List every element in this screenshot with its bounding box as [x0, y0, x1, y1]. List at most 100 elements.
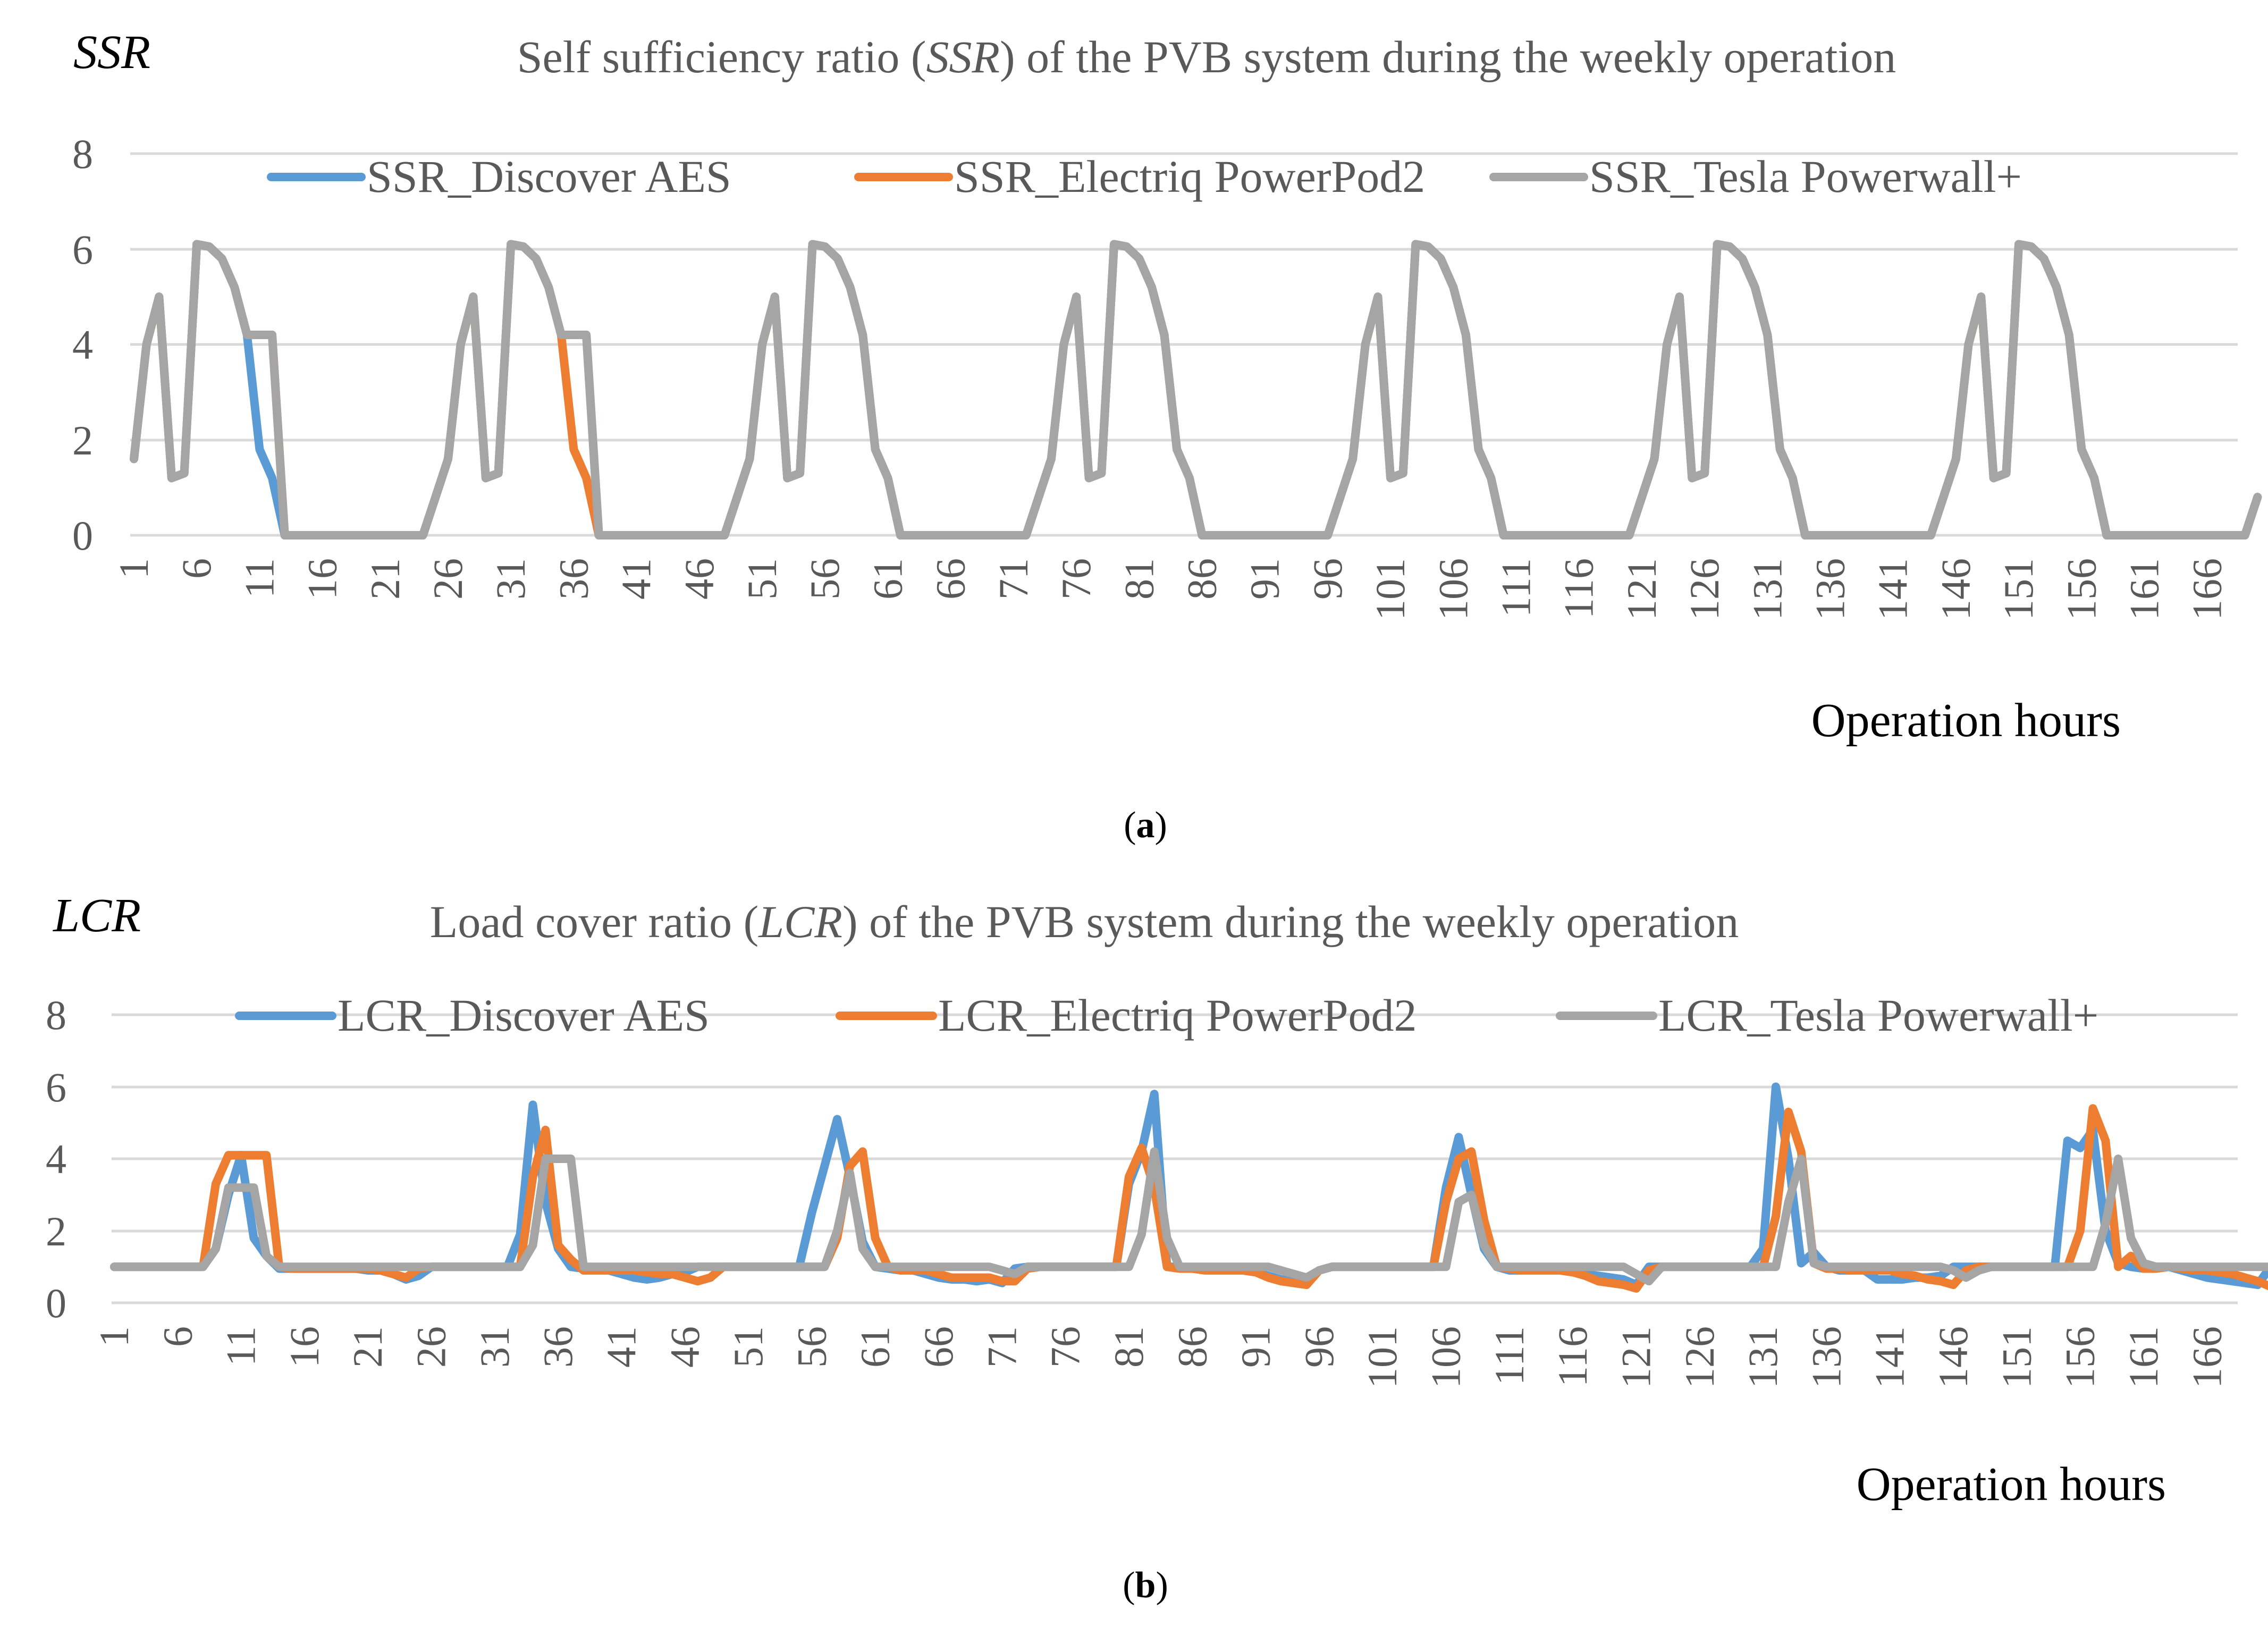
series-group-a [130, 240, 2262, 540]
legend-b: LCR_Discover AES LCR_Electriq PowerPod2 … [235, 990, 2098, 1041]
x-tick-b-1: 1 [91, 1326, 137, 1347]
x-tick-b-36: 36 [535, 1326, 581, 1368]
legend-item-a-2: SSR_Tesla Powerwall+ [1489, 151, 2022, 202]
x-tick-b-96: 96 [1296, 1326, 1342, 1368]
series-line-b-1 [110, 1104, 2268, 1293]
x-tick-b-51: 51 [725, 1326, 771, 1368]
x-tick-b-16: 16 [281, 1326, 327, 1368]
x-tick-b-131: 131 [1740, 1326, 1786, 1388]
x-tick-b-161: 161 [2120, 1326, 2166, 1388]
x-tick-a-51: 51 [739, 558, 785, 600]
gridlines-a [130, 152, 2238, 537]
legend-label-a-1: SSR_Electriq PowerPod2 [954, 151, 1425, 202]
x-tick-a-1: 1 [111, 558, 157, 579]
x-tick-a-11: 11 [236, 558, 282, 598]
x-tick-a-56: 56 [802, 558, 848, 600]
y-ticks-b: 0 2 4 6 8 [46, 992, 66, 1326]
x-tick-b-71: 71 [979, 1326, 1025, 1368]
x-tick-a-21: 21 [362, 558, 408, 600]
x-tick-b-76: 76 [1042, 1326, 1089, 1368]
series-line-a-2 [130, 240, 2262, 540]
x-tick-a-41: 41 [613, 558, 660, 600]
y-tick-a-6: 6 [72, 226, 93, 273]
y-tick-a-4: 4 [72, 322, 93, 368]
x-tick-a-161: 161 [2121, 558, 2168, 620]
x-tick-a-76: 76 [1053, 558, 1099, 600]
x-tick-b-91: 91 [1233, 1326, 1279, 1368]
x-tick-b-31: 31 [471, 1326, 518, 1368]
x-tick-a-81: 81 [1116, 558, 1162, 600]
legend-item-b-2: LCR_Tesla Powerwall+ [1556, 990, 2098, 1041]
legend-label-b-2: LCR_Tesla Powerwall+ [1658, 990, 2098, 1041]
x-tick-b-106: 106 [1423, 1326, 1469, 1388]
x-tick-a-71: 71 [990, 558, 1036, 600]
y-tick-b-2: 2 [46, 1208, 66, 1254]
x-tick-a-61: 61 [864, 558, 910, 600]
series-group-b [110, 1082, 2268, 1293]
legend-label-b-0: LCR_Discover AES [338, 990, 710, 1041]
legend-label-a-2: SSR_Tesla Powerwall+ [1589, 151, 2022, 202]
x-tick-a-66: 66 [928, 558, 974, 600]
y-tick-b-4: 4 [46, 1136, 66, 1182]
x-ticks-a: 1 6 11 16 21 26 31 36 41 46 51 56 61 66 71 76 81 86 91 96 10… [111, 558, 2230, 620]
x-tick-b-61: 61 [852, 1326, 898, 1368]
x-tick-b-26: 26 [408, 1326, 454, 1368]
panel-label-b: (b) [1123, 1565, 1168, 1606]
x-tick-b-11: 11 [218, 1326, 264, 1366]
x-tick-a-31: 31 [487, 558, 534, 600]
x-tick-b-6: 6 [154, 1326, 200, 1347]
x-tick-b-166: 166 [2183, 1326, 2230, 1388]
x-tick-a-101: 101 [1367, 558, 1413, 620]
x-tick-a-146: 146 [1933, 558, 1979, 620]
x-tick-b-21: 21 [344, 1326, 391, 1368]
chart-title-b: Load cover ratio (LCR) of the PVB system… [430, 896, 1739, 947]
y-axis-label-b: LCR [52, 889, 141, 942]
x-tick-a-91: 91 [1242, 558, 1288, 600]
x-tick-a-156: 156 [2058, 558, 2104, 620]
x-tick-b-101: 101 [1359, 1326, 1405, 1388]
y-tick-b-8: 8 [46, 992, 66, 1038]
legend-item-a-0: SSR_Discover AES [267, 151, 731, 202]
legend-item-b-0: LCR_Discover AES [235, 990, 710, 1041]
x-tick-b-86: 86 [1169, 1326, 1215, 1368]
x-tick-b-56: 56 [788, 1326, 834, 1368]
x-tick-b-151: 151 [1993, 1326, 2039, 1388]
x-tick-a-151: 151 [1995, 558, 2042, 620]
x-tick-a-136: 136 [1807, 558, 1853, 620]
legend-item-b-1: LCR_Electriq PowerPod2 [836, 990, 1417, 1041]
x-tick-a-116: 116 [1556, 558, 1602, 619]
panel-label-a: (a) [1124, 805, 1167, 846]
x-tick-a-106: 106 [1430, 558, 1476, 620]
x-tick-a-166: 166 [2184, 558, 2230, 620]
x-tick-a-96: 96 [1304, 558, 1351, 600]
x-tick-a-126: 126 [1681, 558, 1727, 620]
legend-item-a-1: SSR_Electriq PowerPod2 [854, 151, 1425, 202]
series-line-b-2 [110, 1147, 2268, 1286]
legend-label-a-0: SSR_Discover AES [367, 151, 731, 202]
x-tick-a-121: 121 [1618, 558, 1665, 620]
series-line-b-0 [110, 1082, 2268, 1290]
x-tick-a-111: 111 [1493, 558, 1539, 617]
x-tick-a-16: 16 [299, 558, 345, 600]
y-tick-a-8: 8 [72, 131, 93, 177]
x-tick-b-126: 126 [1676, 1326, 1723, 1388]
y-tick-b-6: 6 [46, 1064, 66, 1110]
x-tick-b-136: 136 [1803, 1326, 1849, 1388]
legend-a: SSR_Discover AES SSR_Electriq PowerPod2 … [267, 151, 2022, 202]
x-tick-b-66: 66 [915, 1326, 962, 1368]
x-tick-a-131: 131 [1744, 558, 1790, 620]
y-tick-b-0: 0 [46, 1280, 66, 1326]
x-tick-b-41: 41 [598, 1326, 644, 1368]
x-tick-b-81: 81 [1106, 1326, 1152, 1368]
x-tick-a-86: 86 [1178, 558, 1225, 600]
x-tick-b-141: 141 [1867, 1326, 1913, 1388]
x-tick-b-116: 116 [1549, 1326, 1596, 1387]
x-tick-a-6: 6 [173, 558, 220, 579]
x-tick-a-36: 36 [550, 558, 596, 600]
gridlines-b [112, 1013, 2238, 1304]
x-ticks-b: 1 6 11 16 21 26 31 36 41 46 51 56 61 66 71 76 81 86 91 96 10… [91, 1326, 2230, 1388]
chart-title-a: Self sufficiency ratio (SSR) of the PVB … [517, 31, 1896, 82]
chart-panel-b: LCR Load cover ratio (LCR) of the PVB sy… [46, 889, 2268, 1606]
x-tick-b-46: 46 [662, 1326, 708, 1368]
